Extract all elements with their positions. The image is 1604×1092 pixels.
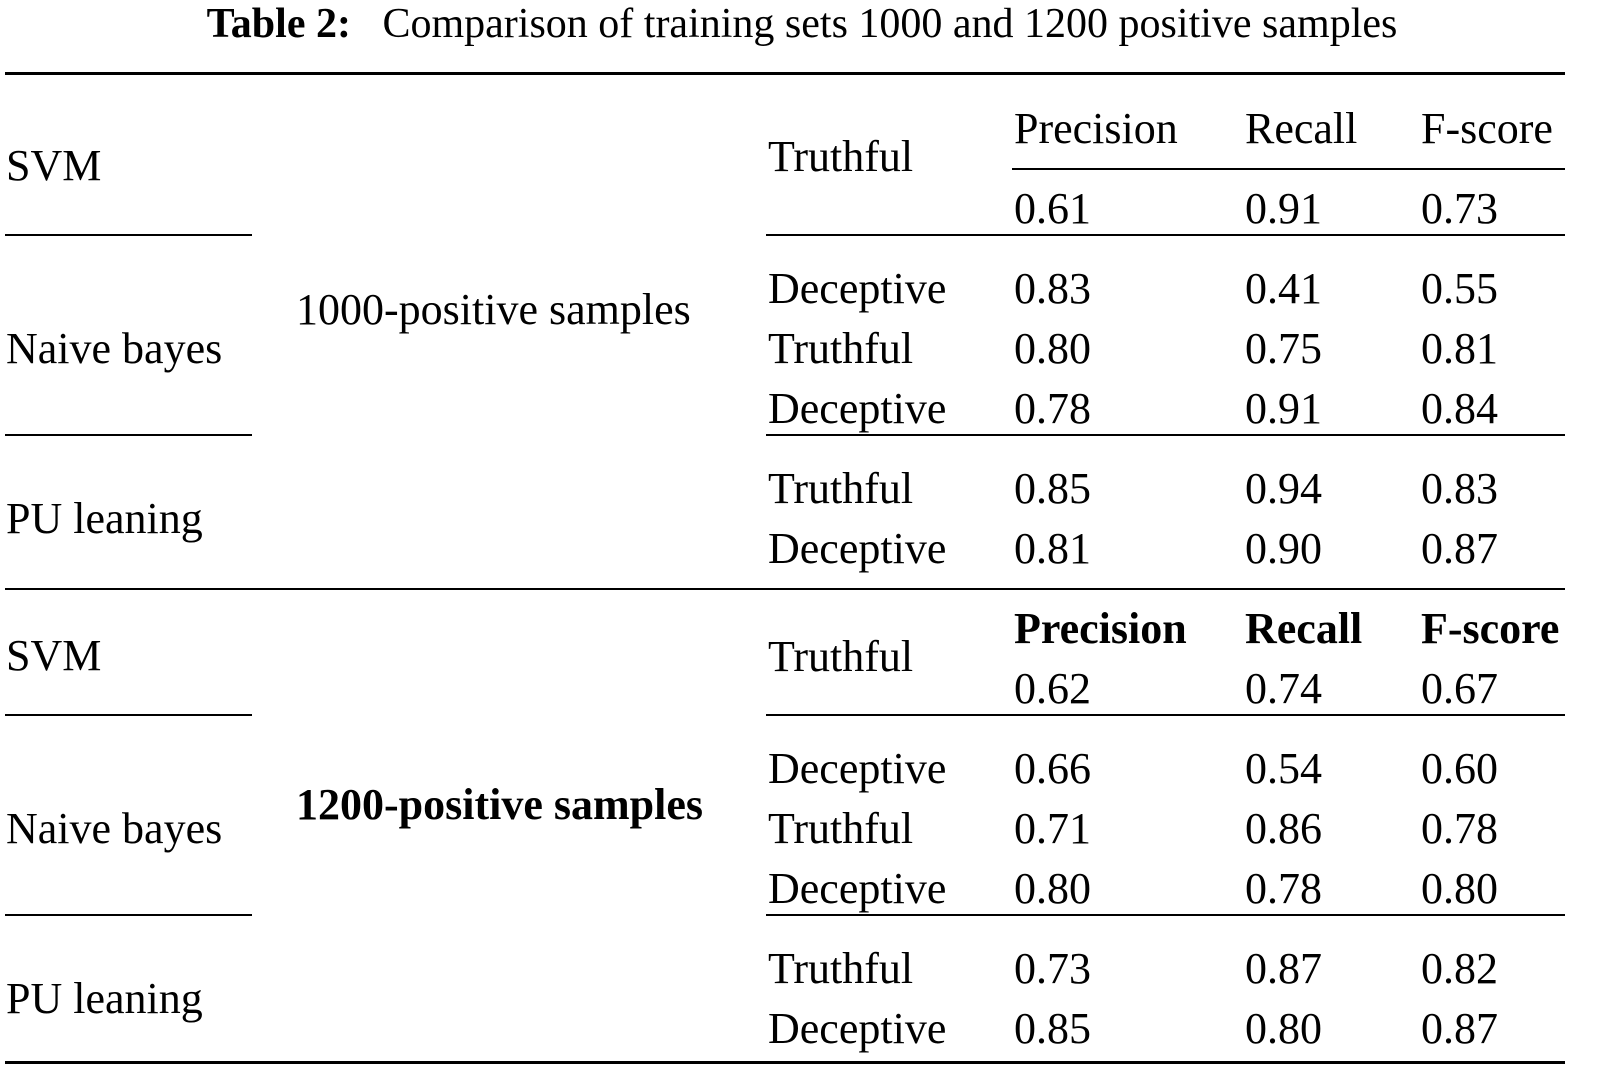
cell-recall: 0.78 [1245,864,1322,913]
cell-recall: 0.80 [1245,1004,1322,1053]
header-recall: Recall [1245,604,1363,653]
cell-fscore: 0.60 [1421,744,1498,793]
class-separator-rule [766,914,1565,916]
header-recall: Recall [1245,104,1358,153]
cell-precision: 0.83 [1014,264,1091,313]
row-class-label: Deceptive [768,524,947,573]
cell-recall: 0.54 [1245,744,1322,793]
cell-precision: 0.73 [1014,944,1091,993]
cell-recall: 0.90 [1245,524,1322,573]
cell-precision: 0.61 [1014,184,1091,233]
cell-recall: 0.91 [1245,184,1322,233]
cell-fscore: 0.73 [1421,184,1498,233]
cell-fscore: 0.80 [1421,864,1498,913]
cell-precision: 0.85 [1014,1004,1091,1053]
class-separator-rule [766,234,1565,236]
training-set-label: 1000-positive samples [296,285,691,334]
method-separator-rule [5,434,252,436]
row-class-label: Truthful [768,324,914,373]
cell-fscore: 0.82 [1421,944,1498,993]
method-separator-rule [5,714,252,716]
cell-fscore: 0.81 [1421,324,1498,373]
table-caption-text: Comparison of training sets 1000 and 120… [382,1,1398,47]
table-caption: Table 2: Comparison of training sets 100… [0,0,1604,48]
cell-recall: 0.91 [1245,384,1322,433]
cell-precision: 0.78 [1014,384,1091,433]
table-bottom-rule [5,1061,1565,1064]
row-class-label: Deceptive [768,864,947,913]
header-underline-rule [1012,168,1565,170]
header-fscore: F-score [1421,604,1560,653]
row-class-label: Truthful [768,132,914,181]
cell-fscore: 0.78 [1421,804,1498,853]
cell-precision: 0.62 [1014,664,1091,713]
row-class-label: Deceptive [768,264,947,313]
cell-fscore: 0.83 [1421,464,1498,513]
cell-precision: 0.85 [1014,464,1091,513]
cell-recall: 0.86 [1245,804,1322,853]
cell-fscore: 0.87 [1421,1004,1498,1053]
class-separator-rule [766,434,1565,436]
method-name: SVM [6,631,102,680]
header-precision: Precision [1014,604,1187,653]
method-name: Naive bayes [6,324,223,373]
method-separator-rule [5,914,252,916]
cell-recall: 0.74 [1245,664,1322,713]
cell-fscore: 0.67 [1421,664,1498,713]
table-block-separator-rule [5,588,1565,590]
table-top-rule [5,72,1565,75]
cell-recall: 0.94 [1245,464,1322,513]
training-set-label: 1200-positive samples [296,780,703,829]
header-precision: Precision [1014,104,1178,153]
header-fscore: F-score [1421,104,1553,153]
method-name: PU leaning [6,974,203,1023]
class-separator-rule [766,714,1565,716]
row-class-label: Deceptive [768,384,947,433]
method-name: SVM [6,141,102,190]
cell-recall: 0.41 [1245,264,1322,313]
cell-precision: 0.71 [1014,804,1091,853]
row-class-label: Deceptive [768,744,947,793]
table-caption-gap [361,1,372,47]
method-name: PU leaning [6,494,203,543]
cell-fscore: 0.87 [1421,524,1498,573]
cell-precision: 0.66 [1014,744,1091,793]
table-caption-label: Table 2: [206,1,351,47]
cell-fscore: 0.84 [1421,384,1498,433]
row-class-label: Deceptive [768,1004,947,1053]
method-name: Naive bayes [6,804,223,853]
cell-precision: 0.80 [1014,864,1091,913]
row-class-label: Truthful [768,804,914,853]
cell-fscore: 0.55 [1421,264,1498,313]
row-class-label: Truthful [768,944,914,993]
method-separator-rule [5,234,252,236]
cell-recall: 0.87 [1245,944,1322,993]
cell-precision: 0.81 [1014,524,1091,573]
row-class-label: Truthful [768,464,914,513]
row-class-label: Truthful [768,632,914,681]
cell-recall: 0.75 [1245,324,1322,373]
cell-precision: 0.80 [1014,324,1091,373]
